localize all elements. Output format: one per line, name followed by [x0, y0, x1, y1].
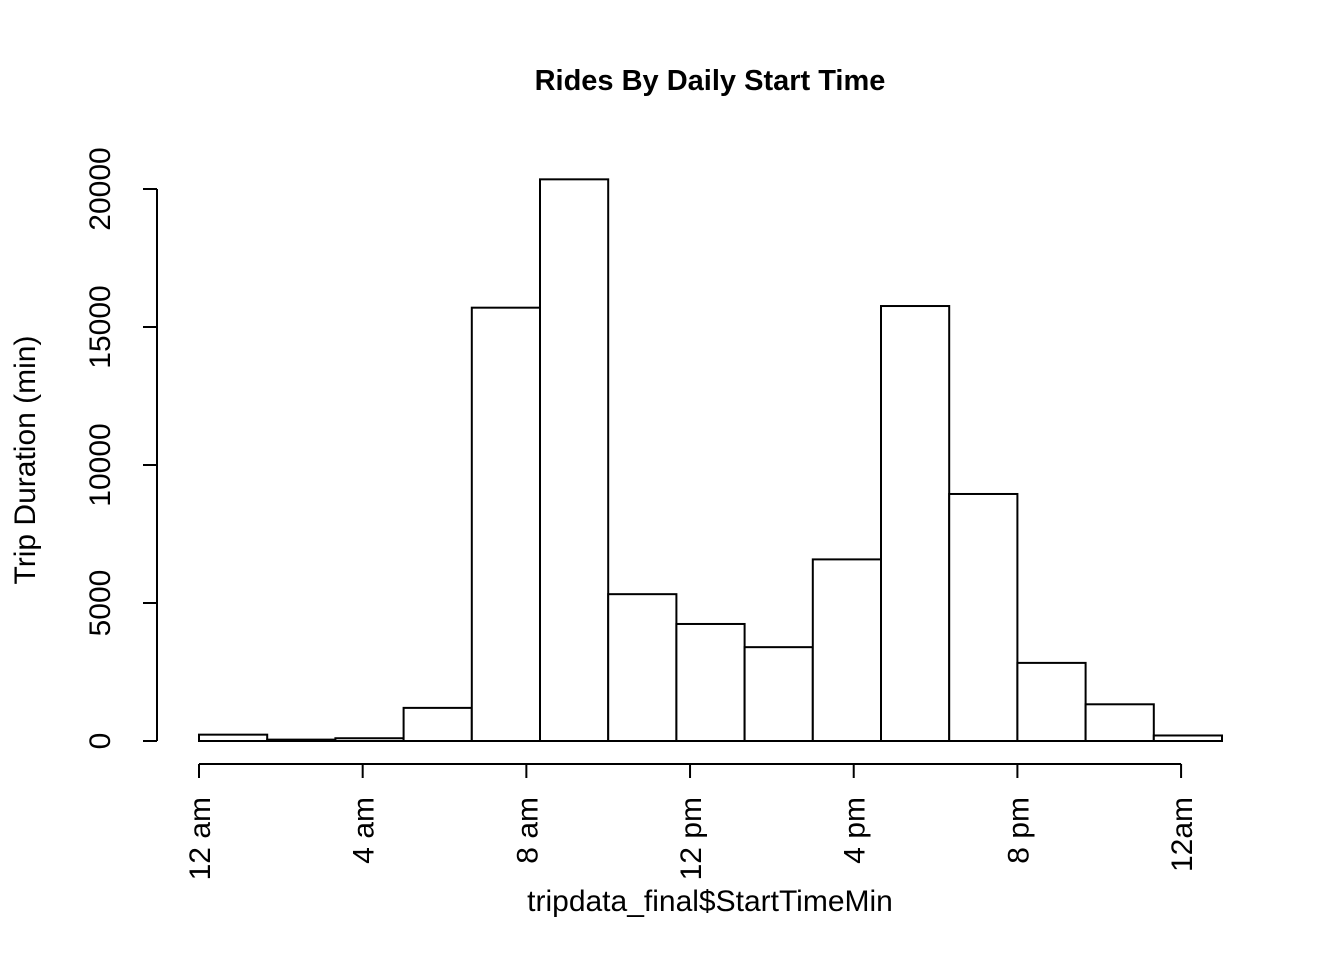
x-tick-label-6: 12am — [1166, 797, 1199, 872]
histogram-bar-5 — [539, 178, 610, 742]
histogram-bar-14 — [1152, 734, 1224, 742]
y-tick-label-0: 0 — [84, 733, 117, 750]
histogram-bar-4 — [470, 306, 541, 742]
histogram-bar-13 — [1084, 703, 1155, 742]
histogram-bar-1 — [266, 738, 337, 742]
histogram-bar-10 — [880, 305, 951, 742]
histogram-bar-0 — [198, 733, 269, 742]
histogram-bar-3 — [402, 706, 473, 743]
histogram-bar-9 — [811, 558, 882, 743]
histogram-bar-11 — [948, 492, 1019, 743]
y-tick-label-2: 10000 — [84, 423, 117, 506]
chart-title: Rides By Daily Start Time — [535, 65, 886, 97]
y-tick-label-1: 5000 — [84, 570, 117, 637]
histogram-bar-7 — [675, 622, 746, 743]
histogram-bar-6 — [607, 593, 678, 743]
x-axis: 12 am 4 am 8 am 12 pm 4 pm 8 pm 12am — [184, 763, 1199, 880]
x-tick-label-1: 4 am — [348, 797, 381, 864]
histogram-bar-8 — [743, 646, 814, 742]
x-tick-label-4: 4 pm — [839, 797, 872, 864]
bars-group — [198, 178, 1224, 743]
y-axis-label: Trip Duration (min) — [9, 336, 42, 585]
x-tick-label-3: 12 pm — [675, 797, 708, 880]
x-tick-label-0: 12 am — [184, 797, 217, 880]
histogram-bar-2 — [334, 737, 405, 742]
x-tick-label-2: 8 am — [511, 797, 544, 864]
x-tick-label-5: 8 pm — [1002, 797, 1035, 864]
histogram-bar-12 — [1016, 661, 1087, 743]
y-axis: 0 5000 10000 15000 20000 — [84, 147, 158, 750]
y-tick-label-4: 20000 — [84, 147, 117, 230]
x-axis-label: tripdata_final$StartTimeMin — [527, 885, 893, 918]
y-tick-label-3: 15000 — [84, 285, 117, 368]
